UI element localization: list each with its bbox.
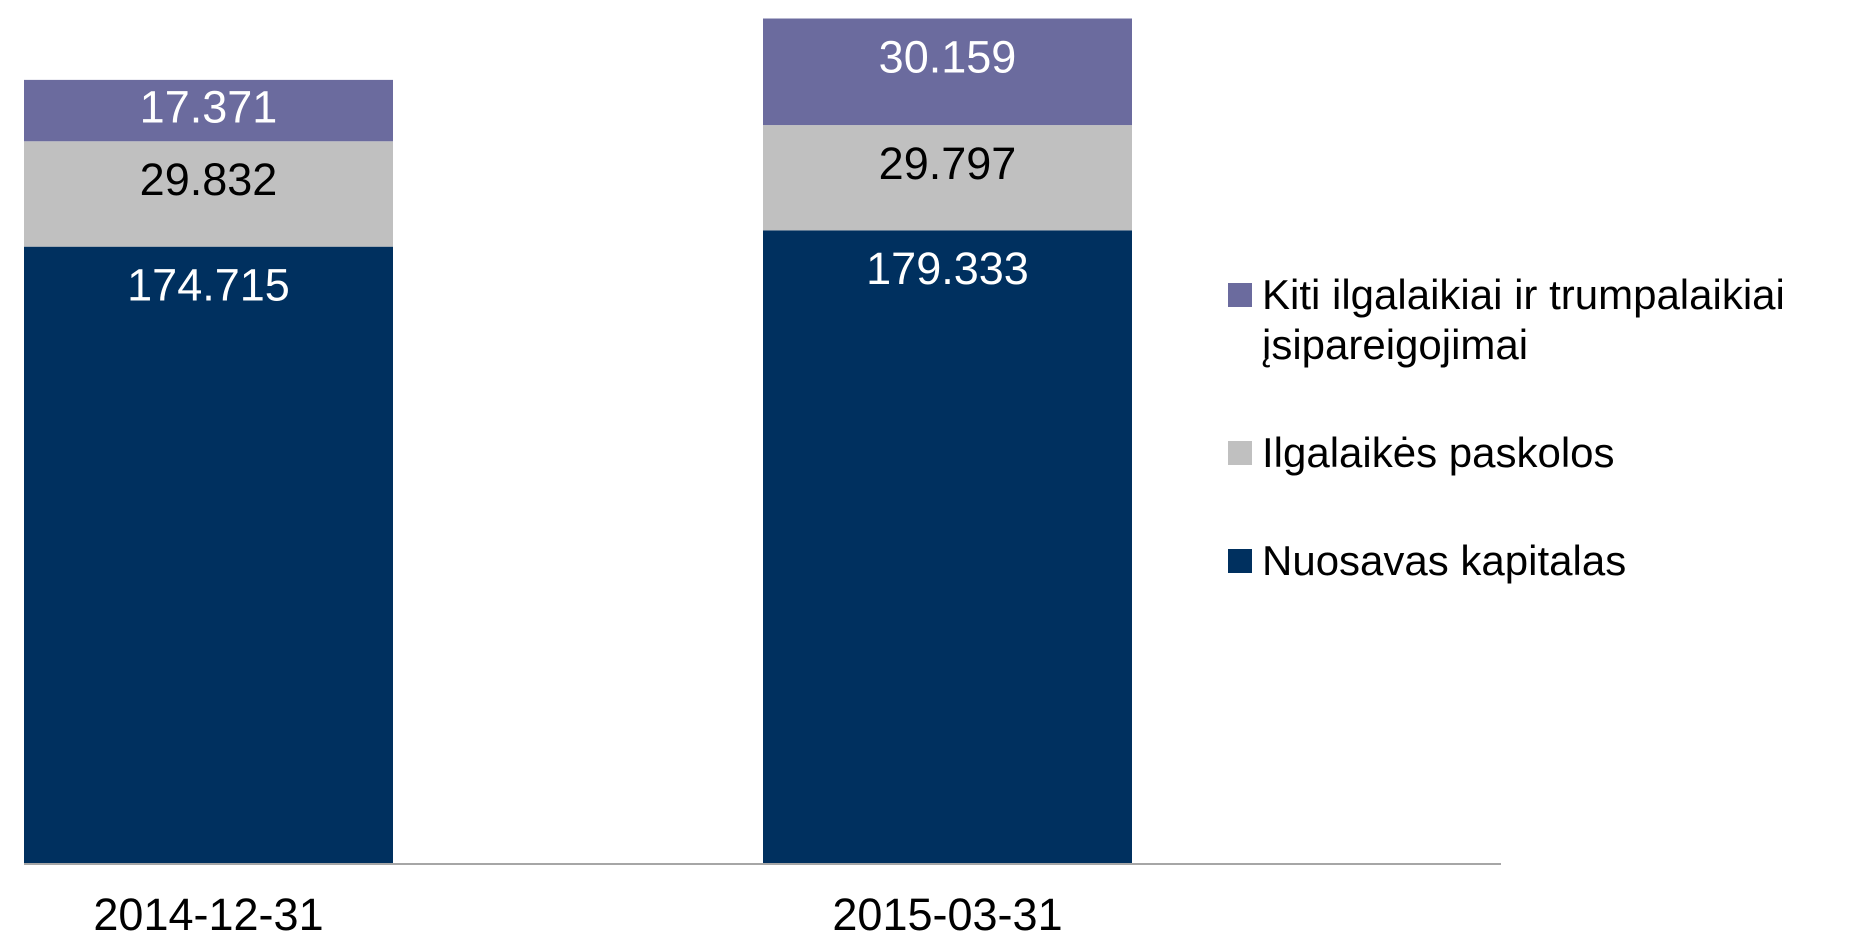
legend-swatch — [1228, 441, 1252, 465]
legend: Kiti ilgalaikiai ir trumpalaikiai įsipar… — [1228, 270, 1858, 644]
legend-item: Nuosavas kapitalas — [1228, 536, 1858, 586]
legend-label: Nuosavas kapitalas — [1262, 537, 1627, 584]
legend-swatch — [1228, 283, 1252, 307]
x-tick-label: 2015-03-31 — [832, 889, 1062, 939]
legend-item: Ilgalaikės paskolos — [1228, 428, 1858, 478]
x-tick-label: 2014-12-31 — [93, 889, 323, 939]
data-label: 30.159 — [879, 31, 1017, 82]
bar-segment — [24, 79, 393, 142]
bar-segment — [763, 18, 1132, 126]
legend-swatch — [1228, 549, 1252, 573]
data-label: 174.715 — [127, 260, 290, 311]
data-label: 29.832 — [140, 154, 278, 205]
data-label: 29.797 — [879, 138, 1017, 189]
bar-segment — [24, 141, 393, 247]
data-label: 17.371 — [140, 81, 278, 132]
bar-segment — [763, 230, 1132, 864]
bar-segment — [24, 246, 393, 865]
legend-label: Kiti ilgalaikiai ir trumpalaikiai įsipar… — [1262, 271, 1785, 368]
legend-label: Ilgalaikės paskolos — [1262, 429, 1615, 476]
data-label: 179.333 — [866, 243, 1029, 294]
legend-item: Kiti ilgalaikiai ir trumpalaikiai įsipar… — [1228, 270, 1858, 370]
bar-segment — [763, 125, 1132, 231]
